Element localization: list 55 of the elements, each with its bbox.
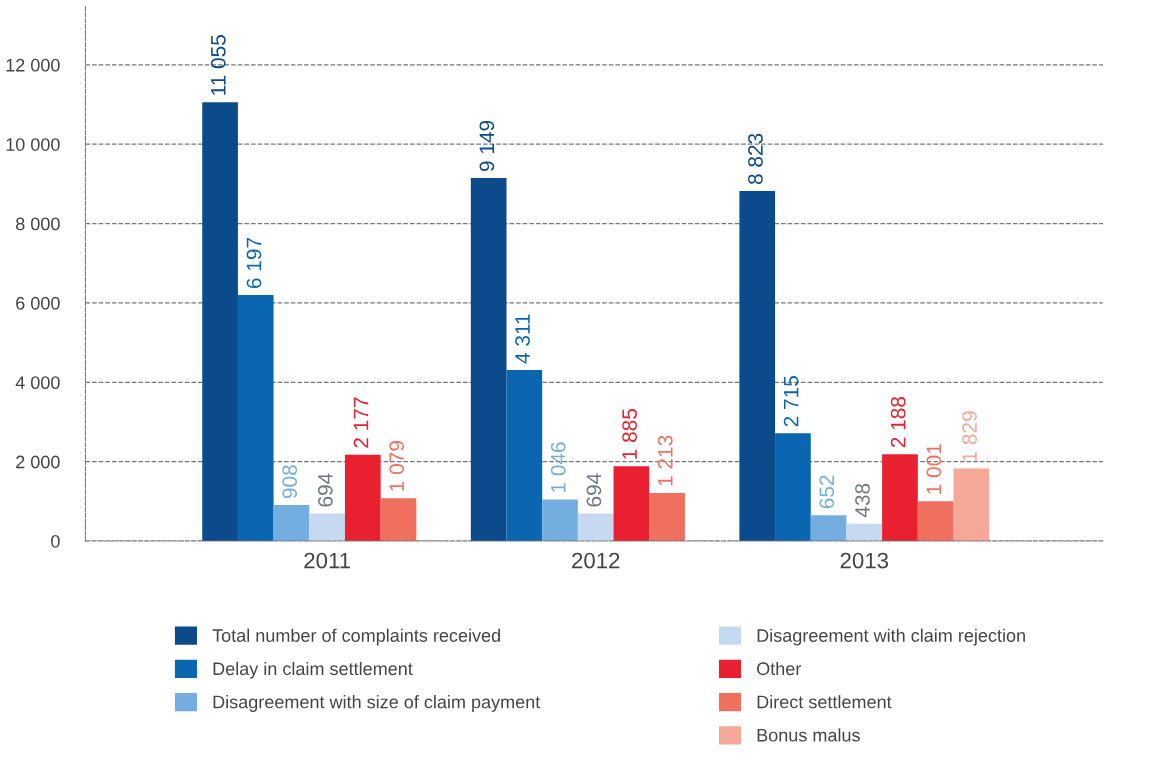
data-label: 694 (317, 473, 333, 507)
x-tick-label: 2011 (304, 552, 350, 569)
bar (237, 295, 274, 542)
legend-label: Disagreement with claim rejection (757, 628, 1025, 646)
bar (882, 454, 918, 542)
data-label: 2 188 (890, 397, 906, 448)
y-tick-label: 6 000 (16, 296, 60, 310)
bar (309, 513, 345, 542)
data-label: 1 001 (926, 444, 942, 494)
data-label: 694 (586, 473, 602, 507)
bar (344, 454, 381, 542)
data-label: 6 197 (246, 238, 262, 289)
y-tick-label: 8 000 (16, 217, 60, 231)
data-label: 4 311 (515, 314, 530, 364)
bar (470, 177, 507, 542)
data-label: 11 055 (210, 35, 226, 95)
legend-label: Disagreement with size of claim payment (213, 695, 541, 712)
data-label: 1 829 (962, 411, 977, 461)
bar (380, 498, 417, 542)
bar (506, 369, 543, 542)
legend-label: Total number of complaints received (212, 628, 500, 646)
legend-label: Delay in claim settlement (213, 661, 413, 679)
data-label: 1 885 (622, 409, 637, 459)
data-label: 2 177 (353, 397, 369, 448)
data-label: 438 (855, 483, 870, 518)
x-tick-label: 2013 (840, 552, 889, 569)
data-label: 1 079 (389, 441, 405, 491)
y-tick-label: 12 000 (6, 58, 60, 72)
legend-label: Bonus malus (757, 728, 860, 742)
bar (613, 466, 650, 542)
y-tick-label: 10 000 (6, 138, 60, 151)
data-label: 908 (282, 465, 298, 499)
data-label: 652 (819, 475, 835, 509)
legend-label: Direct settlement (757, 695, 892, 709)
data-label: 9 149 (479, 120, 495, 172)
bar (739, 190, 776, 542)
data-label: 1 213 (657, 435, 673, 486)
bar (775, 433, 811, 542)
data-label: 8 823 (748, 133, 763, 185)
bar (577, 513, 614, 542)
bar (810, 515, 847, 542)
bar (917, 501, 954, 542)
bar (273, 504, 310, 542)
bar (846, 523, 883, 542)
y-tick-label: 2 000 (16, 455, 60, 469)
data-label: 1 046 (550, 442, 566, 492)
legend-label: Other (757, 661, 802, 676)
bar (202, 102, 238, 542)
x-tick-label: 2012 (572, 552, 620, 569)
y-tick-label: 4 000 (15, 376, 60, 390)
bar (953, 468, 990, 542)
y-tick-label: 0 (51, 534, 60, 548)
bar (542, 499, 578, 542)
bar (649, 492, 685, 542)
data-label: 2 715 (783, 376, 799, 427)
